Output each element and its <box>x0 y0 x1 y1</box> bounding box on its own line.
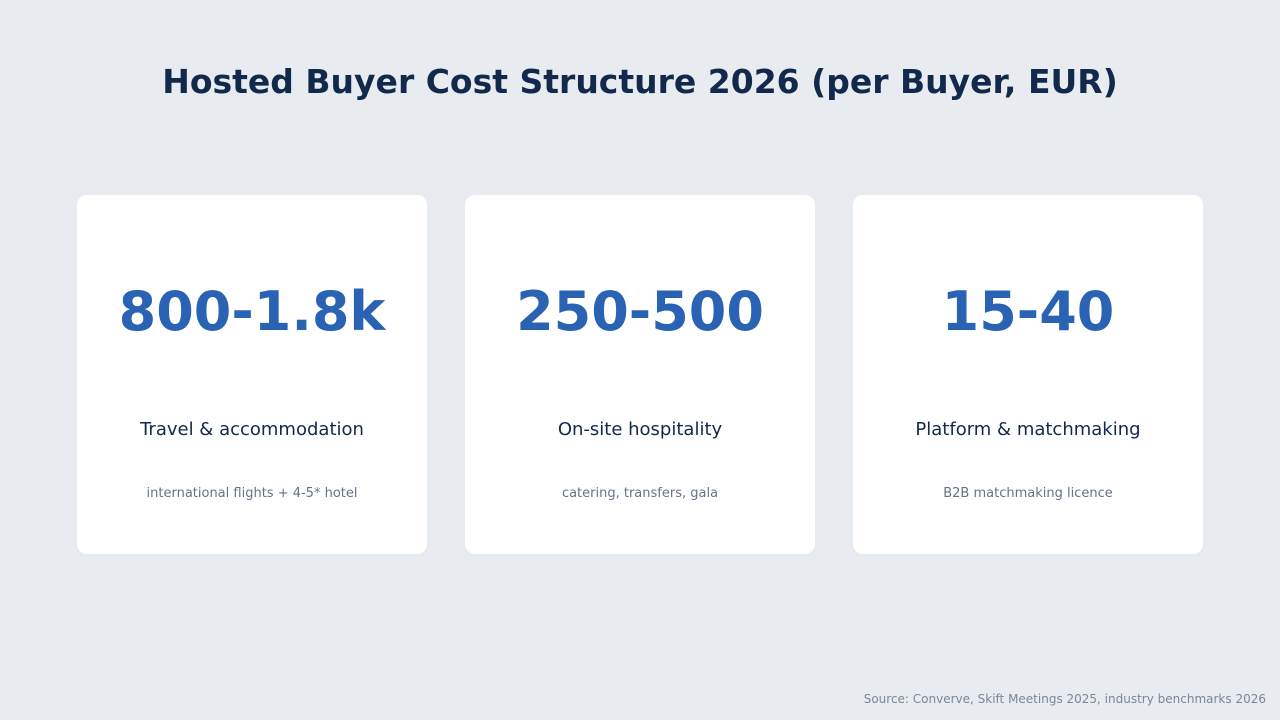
card-label: Platform & matchmaking <box>915 419 1141 440</box>
card-value: 250-500 <box>516 280 764 343</box>
page-title: Hosted Buyer Cost Structure 2026 (per Bu… <box>162 62 1118 101</box>
cost-card-travel: 800-1.8k Travel & accommodation internat… <box>77 195 427 554</box>
card-value: 15-40 <box>941 280 1115 343</box>
cost-cards: 800-1.8k Travel & accommodation internat… <box>77 195 1203 554</box>
card-label: Travel & accommodation <box>140 419 364 440</box>
cost-card-hospitality: 250-500 On-site hospitality catering, tr… <box>465 195 815 554</box>
card-description: international flights + 4-5* hotel <box>146 486 358 501</box>
cost-card-platform: 15-40 Platform & matchmaking B2B matchma… <box>853 195 1203 554</box>
card-label: On-site hospitality <box>557 419 723 440</box>
card-description: B2B matchmaking licence <box>943 486 1113 501</box>
card-value: 800-1.8k <box>118 280 386 343</box>
card-description: catering, transfers, gala <box>561 486 719 501</box>
source-note: Source: Converve, Skift Meetings 2025, i… <box>863 692 1266 706</box>
